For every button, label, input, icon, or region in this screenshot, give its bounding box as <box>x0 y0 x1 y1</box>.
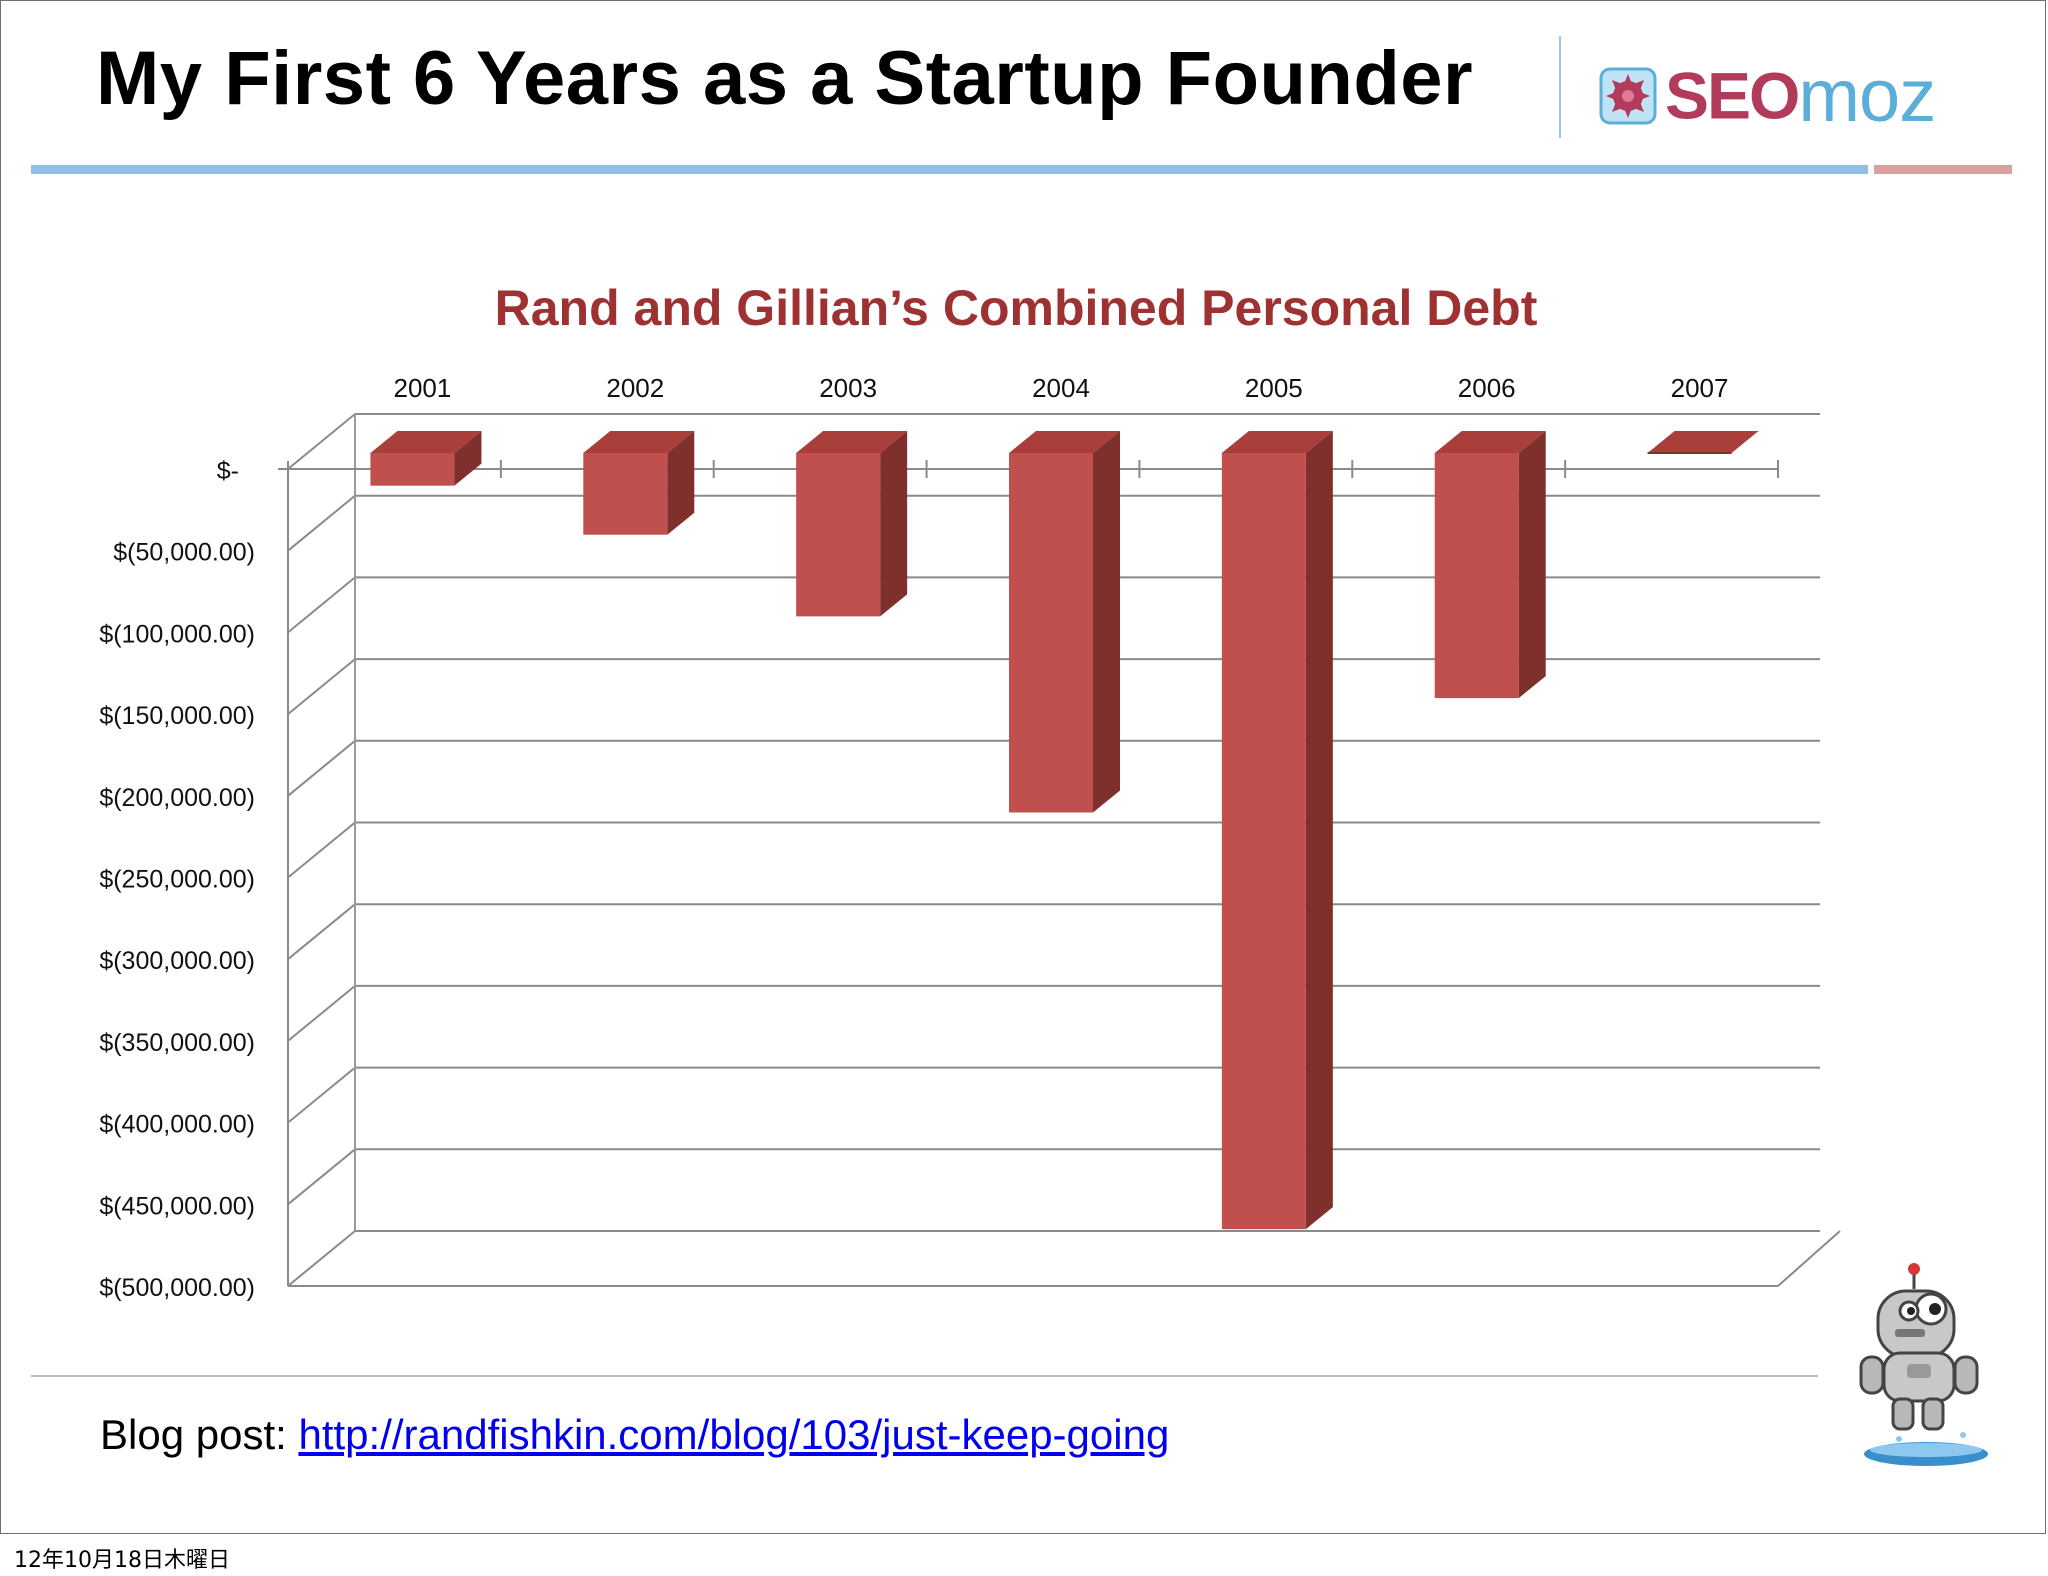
x-category-label: 2004 <box>1032 373 1090 403</box>
bar-front <box>1221 453 1306 1230</box>
gridline-depth <box>287 985 356 1042</box>
bar-side <box>667 431 695 535</box>
bar-front <box>1009 453 1093 813</box>
date-stamp: 12年10月18日木曜日 <box>14 1548 230 1573</box>
bar-front <box>583 453 668 535</box>
bar-front <box>370 453 455 486</box>
y-tick-label: $(50,000.00) <box>113 539 255 567</box>
bar-2006 <box>1434 431 1546 699</box>
bar-top <box>1647 431 1759 453</box>
bar-2004 <box>1009 431 1120 813</box>
gridline-depth <box>287 1148 356 1206</box>
blog-post-label: Blog post: <box>100 1411 299 1458</box>
bar-top <box>583 431 695 453</box>
chart-bars <box>370 431 1759 1230</box>
bar-top <box>1434 431 1546 453</box>
y-tick-label: $(300,000.00) <box>99 947 255 975</box>
gridline-depth <box>287 576 356 634</box>
x-category-label: 2001 <box>394 373 452 403</box>
bar-front <box>1434 453 1519 699</box>
y-tick-label: $(500,000.00) <box>99 1274 255 1302</box>
gridline-depth <box>287 903 356 960</box>
slide-title: My First 6 Years as a Startup Founder <box>96 36 1474 121</box>
bar-2001 <box>370 431 482 486</box>
slide: My First 6 Years as a Startup Founder <box>0 0 2046 1534</box>
chart-axis-labels: $- $(50,000.00) $(100,000.00) $(150,000.00)… <box>99 373 1728 1302</box>
footer-rule <box>31 1375 1818 1377</box>
gridline-depth <box>287 1230 356 1287</box>
y-tick-label: $(150,000.00) <box>99 702 255 730</box>
x-category-label: 2002 <box>606 373 664 403</box>
bar-side <box>1093 431 1120 813</box>
gridline-depth <box>287 740 356 797</box>
x-category-label: 2007 <box>1671 373 1729 403</box>
header-rule-red <box>1874 165 2012 174</box>
x-category-label: 2003 <box>819 373 877 403</box>
x-category-label: 2006 <box>1458 373 1516 403</box>
seomoz-logo: SEOmoz <box>1599 53 1936 137</box>
bar-2005 <box>1221 431 1333 1230</box>
bar-top <box>1009 431 1120 453</box>
floor-side-edge <box>1777 1230 1841 1287</box>
y-tick-label: $(250,000.00) <box>99 866 255 894</box>
seomoz-logo-icon <box>1599 67 1657 125</box>
gridline-depth <box>287 413 356 470</box>
blog-post-link[interactable]: http://randfishkin.com/blog/103/just-kee… <box>298 1411 1170 1458</box>
bar-top <box>370 431 482 453</box>
chart-title: Rand and Gillian’s Combined Personal Deb… <box>495 280 1538 336</box>
blog-post-line: Blog post: http://randfishkin.com/blog/1… <box>100 1411 1169 1459</box>
header-rule-blue <box>31 165 1868 174</box>
bar-top <box>1221 431 1333 453</box>
y-tick-label: $(100,000.00) <box>99 620 255 648</box>
bar-2002 <box>583 431 695 535</box>
bar-2003 <box>796 431 908 617</box>
logo-text-moz: moz <box>1798 54 1936 137</box>
bar-front <box>796 453 881 617</box>
debt-chart: Rand and Gillian’s Combined Personal Deb… <box>99 280 1841 1302</box>
gridline-depth <box>287 494 356 552</box>
y-tick-label: $(400,000.00) <box>99 1111 255 1139</box>
roger-robot-mascot-icon <box>1851 1259 2001 1479</box>
bar-2007 <box>1647 431 1759 454</box>
bar-top <box>796 431 908 453</box>
bar-side <box>880 431 908 617</box>
y-tick-label: $(350,000.00) <box>99 1029 255 1057</box>
x-category-label: 2005 <box>1245 373 1303 403</box>
gridline-depth <box>287 658 356 715</box>
bar-side <box>1305 431 1333 1230</box>
y-tick-label: $- <box>217 457 239 485</box>
title-divider <box>1559 36 1561 138</box>
gridline-depth <box>287 821 356 879</box>
bar-side <box>454 431 482 486</box>
y-tick-label: $(200,000.00) <box>99 784 255 812</box>
gridline-depth <box>287 1066 356 1124</box>
y-tick-label: $(450,000.00) <box>99 1192 255 1220</box>
bar-side <box>1518 431 1546 699</box>
logo-text-seo: SEO <box>1665 58 1800 133</box>
